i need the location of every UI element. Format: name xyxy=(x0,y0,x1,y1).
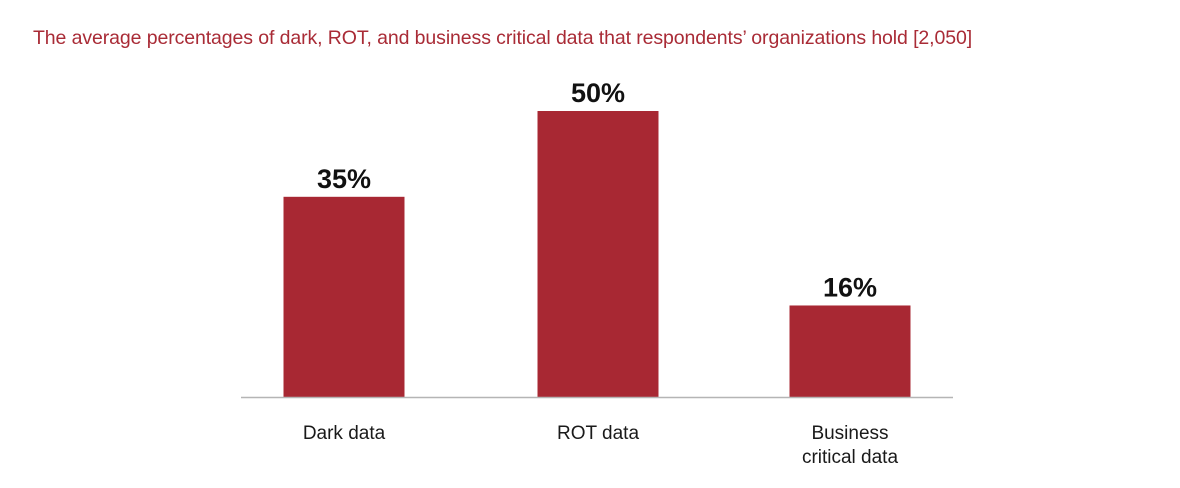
bar-2 xyxy=(789,305,911,397)
bar-value-label-0: 35% xyxy=(317,164,371,194)
category-label-2-line-1: critical data xyxy=(802,447,899,468)
category-label-2-line-0: Business xyxy=(811,423,888,444)
bars-layer xyxy=(283,111,911,397)
category-label-1: ROT data xyxy=(557,423,639,444)
bar-value-label-2: 16% xyxy=(823,272,877,302)
bar-1 xyxy=(537,111,659,397)
labels-layer: 35% Dark data 50% ROT data 16% Business critic… xyxy=(303,78,899,468)
bar-0 xyxy=(283,196,405,397)
chart-title: The average percentages of dark, ROT, an… xyxy=(33,27,973,49)
category-label-0: Dark data xyxy=(303,423,386,444)
bar-value-label-1: 50% xyxy=(571,78,625,108)
